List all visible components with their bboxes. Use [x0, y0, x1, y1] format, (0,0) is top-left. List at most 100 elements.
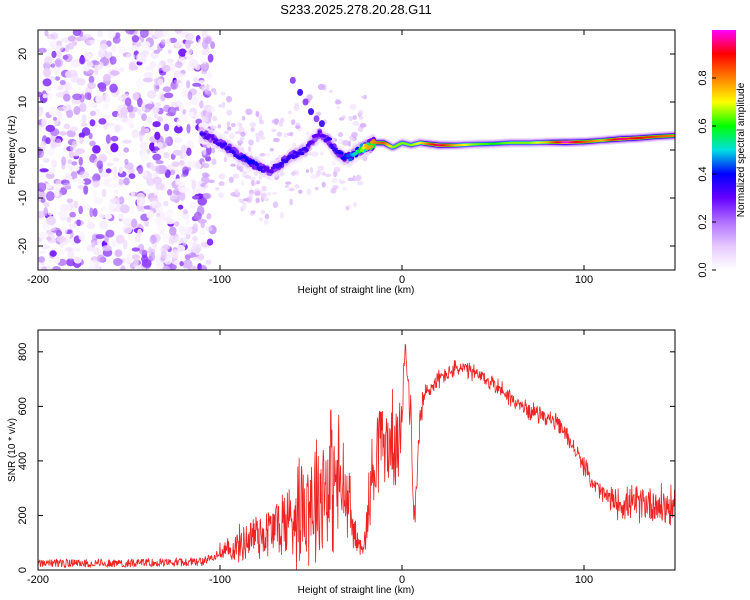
spectrogram-scatter-blob — [361, 95, 367, 99]
spectrogram-scatter-blob — [241, 115, 246, 121]
spectrogram-noise-blob — [195, 118, 202, 125]
spectrogram-branch-blob — [318, 120, 325, 128]
spectrogram-noise-blob — [176, 244, 186, 252]
spectrogram-noise-blob — [39, 168, 49, 173]
spectrogram-noise-blob — [92, 191, 98, 200]
spectrogram-noise-blob — [91, 241, 96, 248]
spectrogram-ridge-segment — [371, 139, 376, 143]
spectrogram-ridge-segment — [278, 164, 283, 168]
spectrogram-noise-blob — [43, 157, 50, 163]
spectrogram-noise-blob — [118, 152, 126, 157]
spectrogram-noise-blob — [46, 216, 56, 226]
spectrogram-noise-blob — [55, 187, 60, 198]
spectrogram-noise-blob — [99, 43, 109, 50]
spectrogram-scatter-blob — [259, 153, 266, 157]
spectrogram-scatter-blob — [227, 126, 232, 131]
spectrogram-scatter-blob — [203, 110, 207, 117]
spectrogram-scatter-blob — [239, 137, 245, 141]
spectrogram-scatter-blob — [230, 122, 236, 128]
spectrogram-noise-blob — [67, 35, 76, 42]
spectrogram-noise-blob — [101, 188, 107, 198]
spectrogram-noise-blob — [41, 265, 47, 270]
spectrogram-scatter-blob — [251, 210, 256, 214]
spectrogram-noise-blob — [151, 200, 157, 206]
spectrogram-noise-blob — [62, 182, 72, 188]
spectrogram-scatter-blob — [285, 181, 292, 185]
spectrogram-noise-blob — [183, 152, 188, 162]
spectrogram-noise-blob — [112, 166, 118, 176]
spectrogram-scatter-blob — [255, 132, 260, 138]
spectrogram-noise-blob — [123, 147, 130, 153]
spectrogram-noise-blob — [196, 205, 205, 216]
spectrogram-ridge-segment — [361, 146, 366, 150]
spectrogram-noise-blob — [81, 114, 87, 124]
spectrogram-noise-blob — [199, 100, 204, 109]
spectrogram-noise-blob — [162, 233, 169, 242]
spectrogram-noise-blob — [97, 30, 103, 38]
spectrogram-noise-blob — [70, 126, 78, 132]
spectrogram-noise-blob — [175, 178, 180, 186]
spectrogram-scatter-blob — [213, 91, 217, 96]
spectrogram-noise-blob — [88, 39, 96, 45]
spectrogram-noise-blob — [69, 165, 74, 173]
spectrogram-noise-blob — [128, 173, 136, 180]
spectrogram-noise-blob — [72, 247, 81, 252]
spectrogram-noise-blob — [56, 111, 63, 119]
spectrogram-noise-blob — [98, 118, 107, 125]
spectrogram-noise-blob — [92, 247, 102, 256]
spectrogram-noise-blob — [83, 65, 90, 72]
spectrogram-noise-blob — [40, 141, 47, 150]
spectrogram-noise-blob — [41, 244, 50, 249]
spectrogram-ridge-segment — [227, 147, 232, 151]
spectrogram-noise-blob — [38, 182, 47, 192]
spectrogram-noise-blob — [131, 247, 140, 252]
spectrogram-noise-blob — [118, 178, 124, 186]
spectrogram-noise-blob — [174, 41, 181, 48]
spectrogram-scatter-blob — [348, 115, 353, 122]
spectrogram-noise-blob — [185, 217, 190, 225]
spectrogram-noise-blob — [85, 39, 90, 45]
spectrogram-scatter-blob — [240, 180, 245, 186]
spectrogram-noise-blob — [76, 77, 86, 86]
spectrogram-noise-blob — [126, 253, 131, 262]
colorbar: 0.0 0.2 0.4 0.6 0.8 Normalized spectral ampl… — [697, 30, 747, 278]
spectrogram-scatter-blob — [234, 188, 240, 195]
spectrogram-noise-blob — [163, 151, 170, 159]
spectrogram-noise-blob — [99, 220, 108, 230]
spectrogram-x-tick-label: 100 — [575, 274, 593, 286]
spectrogram-noise-blob — [189, 144, 195, 149]
spectrogram-noise-blob — [193, 76, 198, 83]
spectrogram-noise-blob — [188, 112, 195, 117]
spectrogram-noise-blob — [38, 106, 44, 116]
spectrogram-scatter-blob — [306, 94, 313, 101]
spectrogram-scatter-blob — [317, 83, 325, 90]
spectrogram-noise-blob — [110, 197, 121, 205]
spectrogram-ridge-segment — [304, 148, 309, 152]
snr-y-axis-label: SNR (10 * v/v) — [7, 418, 18, 482]
spectrogram-noise-blob — [64, 82, 71, 90]
spectrogram-scatter-blob — [335, 100, 342, 105]
spectrogram-scatter-blob — [288, 187, 295, 192]
colorbar-tick-label: 0.0 — [697, 262, 709, 277]
spectrogram-noise-blob — [111, 242, 121, 247]
spectrogram-noise-blob — [185, 248, 191, 254]
spectrogram-scatter-blob — [349, 103, 357, 111]
spectrogram-noise-blob — [198, 253, 205, 261]
spectrogram-branch-blob — [289, 76, 296, 84]
spectrogram-noise-blob — [105, 229, 115, 238]
spectrogram-noise-blob — [128, 111, 136, 119]
spectrogram-scatter-blob — [321, 181, 326, 188]
spectrogram-noise-blob — [60, 203, 68, 213]
spectrogram-noise-blob — [42, 93, 47, 99]
spectrogram-scatter-blob — [305, 169, 309, 173]
spectrogram-noise-blob — [110, 135, 119, 142]
spectrogram-noise-blob — [59, 79, 66, 86]
spectrogram-noise-blob — [110, 143, 119, 153]
spectrogram-noise-blob — [86, 221, 95, 230]
spectrogram-noise-blob — [115, 234, 125, 244]
spectrogram-noise-blob — [185, 32, 194, 41]
spectrogram-scatter-blob — [272, 201, 279, 209]
spectrogram-scatter-blob — [324, 173, 332, 177]
spectrogram-scatter-blob — [202, 163, 210, 169]
spectrogram-noise-blob — [205, 156, 212, 162]
